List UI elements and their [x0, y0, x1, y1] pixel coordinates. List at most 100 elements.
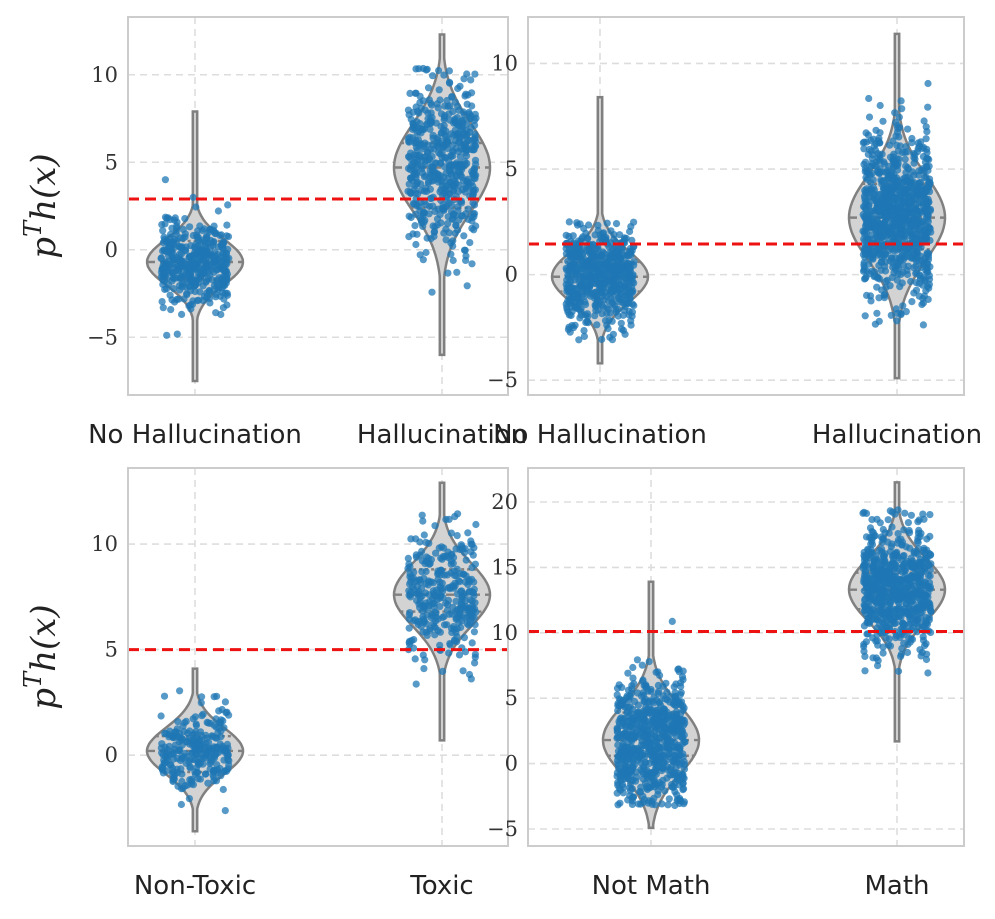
data-point — [189, 193, 197, 201]
data-point — [920, 259, 928, 267]
data-point — [645, 722, 653, 730]
data-point — [622, 252, 630, 260]
data-point — [887, 188, 895, 196]
data-point — [879, 221, 887, 229]
data-point — [429, 595, 437, 603]
data-point — [469, 607, 477, 616]
data-point — [443, 181, 451, 189]
data-point — [886, 282, 894, 290]
data-point — [471, 659, 479, 667]
data-point — [882, 610, 890, 618]
data-point — [410, 169, 418, 177]
data-point — [867, 584, 875, 593]
data-point — [446, 79, 454, 87]
data-point — [445, 199, 453, 207]
data-point — [618, 768, 626, 776]
data-point — [920, 292, 929, 300]
data-point — [406, 155, 415, 163]
data-point — [422, 66, 430, 74]
x-category-label: Hallucination — [357, 420, 527, 450]
data-point — [460, 570, 468, 578]
data-point — [629, 734, 637, 742]
data-point — [434, 570, 442, 578]
data-point — [619, 311, 627, 319]
data-point — [465, 576, 473, 584]
data-point — [627, 223, 635, 231]
data-point — [186, 223, 194, 231]
data-point — [910, 159, 918, 167]
data-point — [914, 578, 922, 586]
data-point — [582, 300, 590, 309]
data-point — [923, 650, 931, 658]
data-point — [179, 279, 187, 287]
data-point — [436, 96, 444, 104]
y-tick-label: 5 — [505, 157, 518, 181]
data-point — [864, 168, 872, 176]
data-point — [869, 254, 877, 262]
data-point — [870, 574, 878, 582]
data-point — [869, 193, 877, 201]
data-point — [917, 573, 925, 581]
data-point — [881, 208, 889, 216]
data-point — [452, 221, 460, 229]
data-point — [407, 535, 415, 543]
data-point — [416, 538, 424, 546]
data-point — [411, 89, 419, 97]
data-point — [406, 133, 414, 141]
data-point — [878, 286, 886, 294]
data-point — [671, 757, 679, 765]
data-point — [874, 662, 882, 670]
data-point — [450, 182, 459, 191]
data-point — [206, 299, 214, 307]
data-point — [909, 584, 917, 593]
data-point — [616, 799, 624, 807]
data-point — [191, 287, 199, 296]
data-point — [895, 194, 903, 202]
data-point — [861, 198, 869, 206]
data-point — [445, 67, 453, 75]
data-point — [221, 698, 229, 706]
data-point — [222, 279, 230, 287]
data-point — [429, 72, 437, 80]
strip-points — [157, 176, 233, 339]
data-point — [446, 641, 454, 649]
y-tick-label: 5 — [105, 638, 118, 662]
data-point — [907, 277, 915, 286]
data-point — [568, 267, 576, 275]
data-point — [431, 608, 439, 616]
data-point — [670, 683, 678, 691]
data-point — [616, 777, 625, 785]
data-point — [628, 800, 637, 809]
data-point — [421, 106, 429, 114]
data-point — [879, 117, 887, 125]
data-point — [866, 534, 874, 542]
data-point — [897, 311, 905, 319]
data-point — [893, 141, 901, 149]
data-point — [892, 118, 900, 126]
data-point — [862, 129, 870, 137]
data-point — [643, 773, 651, 781]
data-point — [621, 283, 629, 291]
data-point — [882, 634, 890, 642]
data-point — [200, 247, 208, 255]
data-point — [165, 742, 173, 751]
data-point — [208, 756, 216, 764]
data-point — [442, 225, 450, 233]
data-point — [443, 621, 451, 629]
data-point — [632, 777, 640, 785]
data-point — [918, 300, 926, 309]
data-point — [443, 96, 451, 105]
data-point — [450, 131, 458, 139]
data-point — [175, 747, 183, 755]
data-point — [163, 285, 171, 293]
data-point — [926, 225, 934, 233]
data-point — [916, 558, 925, 567]
strip-points — [859, 506, 935, 677]
data-point — [439, 201, 447, 209]
data-point — [569, 232, 577, 240]
data-point — [924, 571, 933, 580]
data-point — [186, 258, 194, 267]
data-point — [892, 619, 900, 627]
data-point — [645, 697, 653, 705]
data-point — [867, 267, 876, 275]
